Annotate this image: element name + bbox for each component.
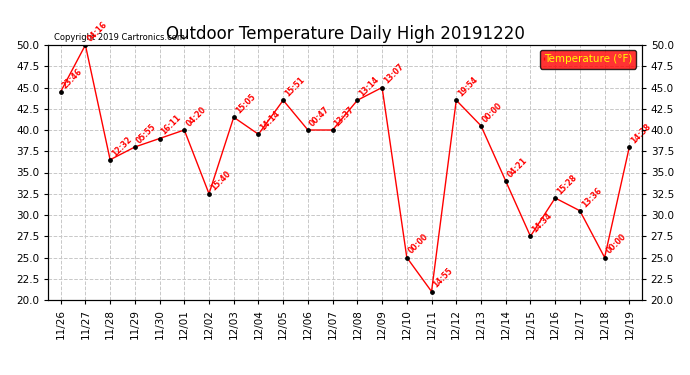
Text: 13:07: 13:07 [382, 62, 406, 86]
Point [426, 288, 437, 294]
Text: 14:38: 14:38 [629, 122, 653, 145]
Text: 15:51: 15:51 [283, 75, 306, 99]
Point [599, 255, 610, 261]
Point [204, 191, 215, 197]
Text: 00:47: 00:47 [308, 105, 331, 128]
Text: 04:16: 04:16 [86, 20, 109, 43]
Point [327, 127, 338, 133]
Text: 15:28: 15:28 [555, 173, 579, 196]
Point [129, 144, 140, 150]
Point [352, 97, 363, 103]
Text: 04:21: 04:21 [506, 156, 529, 179]
Point [179, 127, 190, 133]
Text: 12:32: 12:32 [110, 135, 134, 158]
Point [451, 97, 462, 103]
Text: 19:54: 19:54 [456, 75, 480, 99]
Point [624, 144, 635, 150]
Point [105, 157, 116, 163]
Text: 23:46: 23:46 [61, 67, 84, 90]
Point [500, 178, 511, 184]
Text: 00:00: 00:00 [604, 232, 628, 256]
Point [302, 127, 313, 133]
Text: 00:00: 00:00 [481, 100, 504, 124]
Text: 00:00: 00:00 [407, 232, 431, 256]
Text: 15:40: 15:40 [209, 169, 233, 192]
Text: 16:11: 16:11 [159, 113, 183, 137]
Point [253, 131, 264, 137]
Point [55, 89, 66, 95]
Point [574, 208, 585, 214]
Point [475, 123, 486, 129]
Text: 14:14: 14:14 [259, 109, 282, 132]
Text: 04:20: 04:20 [184, 105, 208, 128]
Point [154, 135, 165, 141]
Text: 13:36: 13:36 [580, 186, 603, 209]
Text: 05:55: 05:55 [135, 122, 158, 145]
Text: 15:05: 15:05 [234, 92, 257, 116]
Point [377, 84, 388, 90]
Point [550, 195, 561, 201]
Point [525, 233, 536, 239]
Text: 14:55: 14:55 [431, 267, 455, 290]
Text: 14:34: 14:34 [531, 211, 554, 234]
Text: 13:37: 13:37 [333, 105, 356, 128]
Point [228, 114, 239, 120]
Legend: Temperature (°F): Temperature (°F) [540, 50, 636, 69]
Title: Outdoor Temperature Daily High 20191220: Outdoor Temperature Daily High 20191220 [166, 26, 524, 44]
Point [80, 42, 91, 48]
Text: 13:14: 13:14 [357, 75, 381, 99]
Point [402, 255, 413, 261]
Text: Copyright 2019 Cartronics.com: Copyright 2019 Cartronics.com [55, 33, 185, 42]
Point [277, 97, 288, 103]
